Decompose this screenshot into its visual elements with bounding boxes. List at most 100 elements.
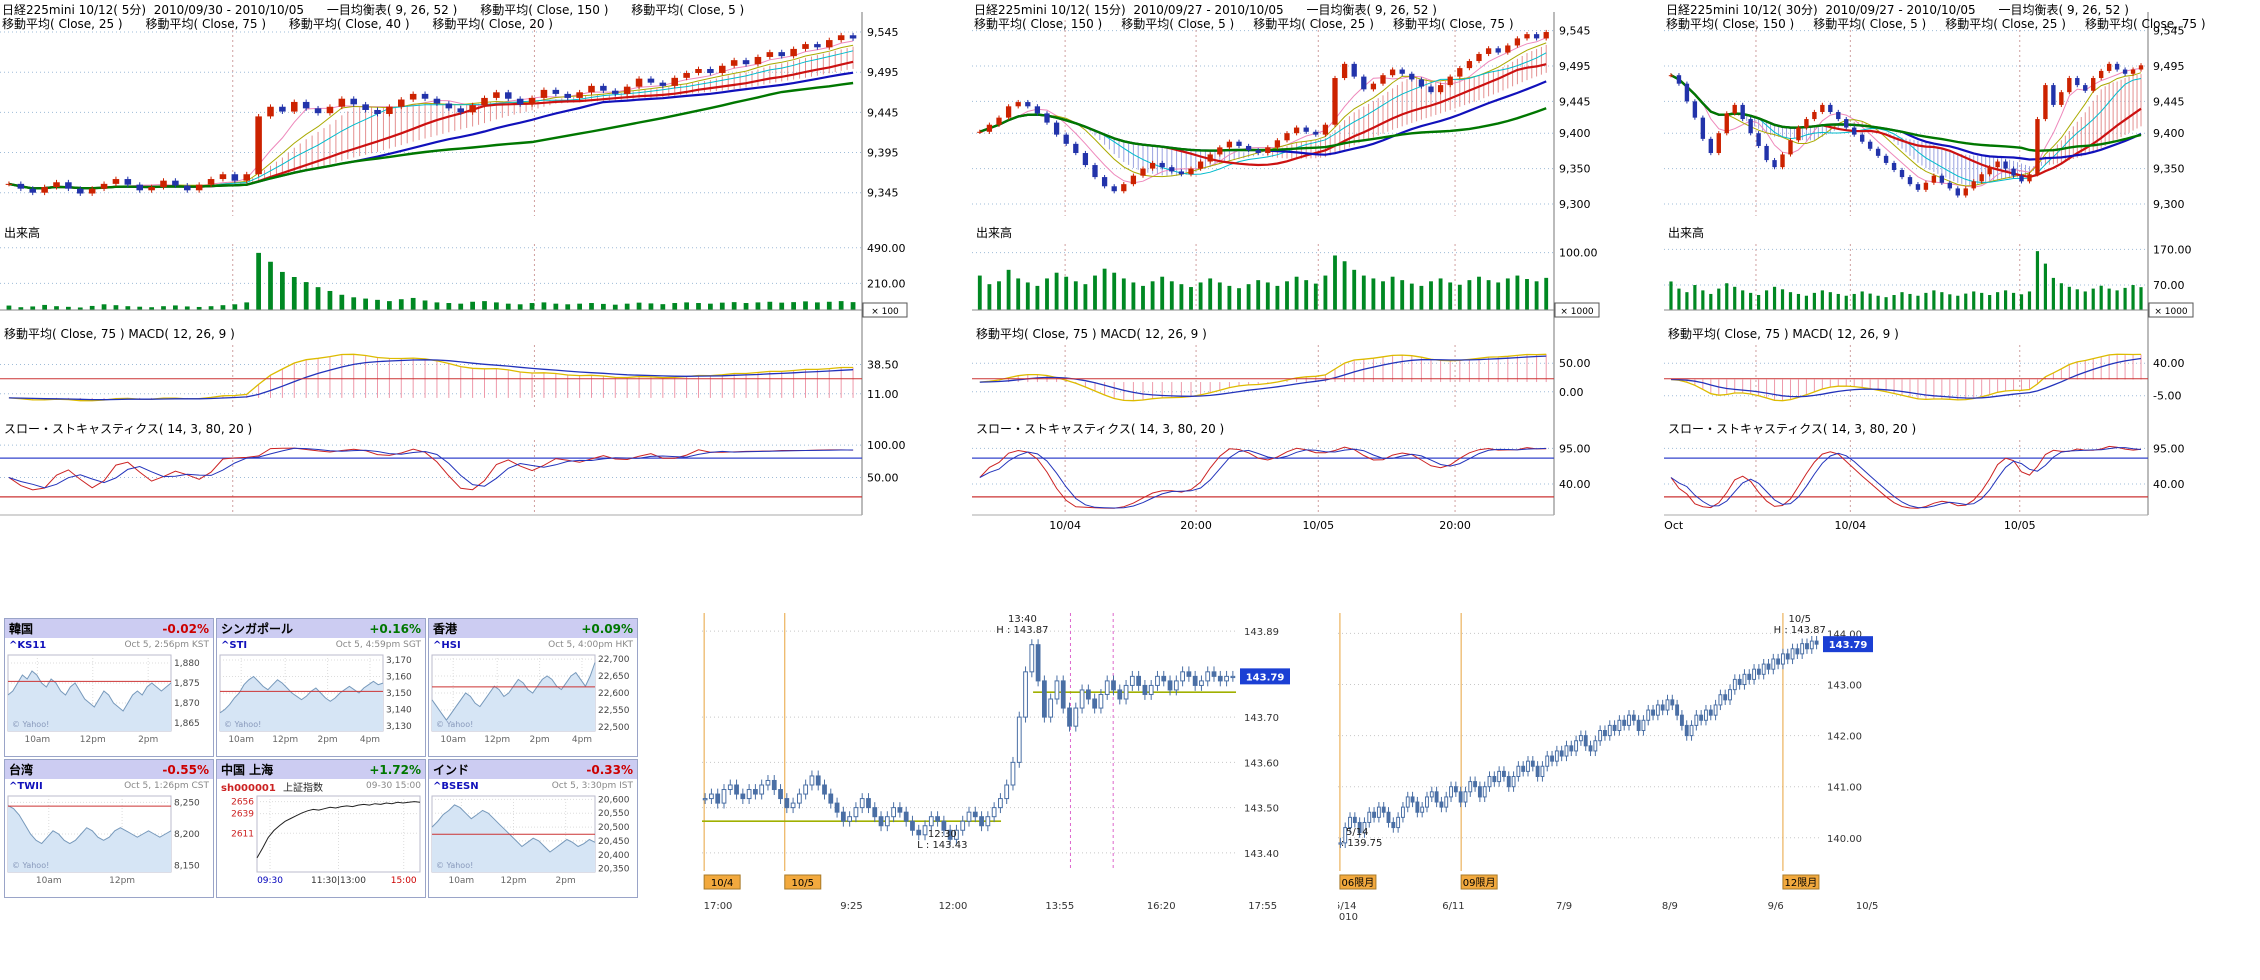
svg-text:143.00: 143.00 (1827, 681, 1862, 692)
market-ticker[interactable]: ^STI (221, 639, 248, 651)
svg-text:20,550: 20,550 (598, 809, 630, 819)
svg-text:H : 143.87: H : 143.87 (996, 625, 1048, 636)
market-cell-shanghai[interactable]: 中国 上海 +1.72% sh000001 上証指数 09-30 15:00 2… (216, 759, 426, 898)
svg-text:9:25: 9:25 (840, 901, 862, 912)
svg-text:20,350: 20,350 (598, 865, 630, 875)
market-change-pct: +0.09% (581, 621, 633, 636)
market-ticker[interactable]: ^TWII (9, 780, 43, 792)
market-ticker[interactable]: ^HSI (433, 639, 461, 651)
svg-text:8,200: 8,200 (174, 830, 200, 840)
svg-text:17:55: 17:55 (1248, 901, 1277, 912)
market-header: 中国 上海 +1.72% (217, 760, 425, 779)
market-header: 韓国 -0.02% (5, 619, 213, 638)
market-cell-hongkong[interactable]: 香港 +0.09% ^HSI Oct 5, 4:00pm HKT 22,700 2… (428, 618, 638, 757)
svg-text:スロー・ストキャスティクス( 14, 3, 80, 20 ): スロー・ストキャスティクス( 14, 3, 80, 20 ) (1668, 422, 1916, 436)
market-ticker[interactable]: ^BSESN (433, 780, 479, 792)
market-name: シンガポール (221, 622, 294, 636)
svg-text:1,875: 1,875 (174, 679, 200, 689)
svg-text:9,395: 9,395 (867, 147, 899, 160)
market-cell-korea[interactable]: 韓国 -0.02% ^KS11 Oct 5, 2:56pm KST 1,880 1… (4, 618, 214, 757)
svg-text:8/9: 8/9 (1662, 901, 1678, 912)
svg-text:16:20: 16:20 (1147, 901, 1176, 912)
svg-text:20,450: 20,450 (598, 837, 630, 847)
svg-text:12限月: 12限月 (1785, 877, 1818, 889)
svg-text:143.70: 143.70 (1244, 713, 1279, 724)
svg-text:9,400: 9,400 (2153, 127, 2185, 140)
svg-text:10am: 10am (440, 735, 466, 745)
svg-text:170.00: 170.00 (2153, 243, 2192, 256)
svg-text:9,350: 9,350 (2153, 163, 2185, 176)
svg-text:10/05: 10/05 (2004, 519, 2036, 532)
svg-text:9,445: 9,445 (1559, 95, 1591, 108)
svg-text:12:00: 12:00 (939, 901, 968, 912)
svg-text:143.40: 143.40 (1244, 849, 1279, 860)
svg-text:11.00: 11.00 (867, 388, 899, 401)
svg-text:10am: 10am (448, 876, 474, 886)
svg-text:95.00: 95.00 (1559, 442, 1591, 455)
nikkei-5min-panel: 日経225mini 10/12( 5分) 2010/09/30 - 2010/1… (0, 0, 908, 535)
svg-text:× 1000: × 1000 (2154, 307, 2188, 317)
svg-text:10/05: 10/05 (1302, 519, 1334, 532)
market-mini-chart-taiwan: 8,250 8,200 8,150 10am 12pm © Yahoo! (5, 793, 213, 896)
svg-text:40.00: 40.00 (2153, 478, 2185, 491)
svg-text:10am: 10am (36, 876, 62, 886)
svg-text:38.50: 38.50 (867, 359, 899, 372)
market-ticker[interactable]: ^KS11 (9, 639, 47, 651)
svg-text:5/14: 5/14 (1338, 901, 1356, 912)
svg-text:スロー・ストキャスティクス( 14, 3, 80, 20 ): スロー・ストキャスティクス( 14, 3, 80, 20 ) (4, 422, 252, 436)
market-change-pct: +1.72% (369, 762, 421, 777)
market-header: 香港 +0.09% (429, 619, 637, 638)
nikkei-30min-panel: 日経225mini 10/12( 30分) 2010/09/27 - 2010/… (1664, 0, 2206, 535)
market-name: 香港 (433, 622, 458, 636)
svg-text:3,170: 3,170 (386, 656, 412, 666)
svg-text:40.00: 40.00 (1559, 478, 1591, 491)
market-header: インド -0.33% (429, 760, 637, 779)
svg-text:10/04: 10/04 (1049, 519, 1081, 532)
svg-text:© Yahoo!: © Yahoo! (12, 861, 49, 870)
world-markets-grid: 韓国 -0.02% ^KS11 Oct 5, 2:56pm KST 1,880 1… (4, 618, 642, 898)
svg-text:22,550: 22,550 (598, 706, 630, 716)
market-timestamp: Oct 5, 2:56pm KST (124, 640, 209, 650)
svg-text:© Yahoo!: © Yahoo! (436, 720, 473, 729)
svg-text:100.00: 100.00 (867, 439, 906, 452)
svg-text:2656: 2656 (231, 798, 254, 808)
svg-text:9,445: 9,445 (2153, 95, 2185, 108)
fx-daily-chart: 144.00 143.00 142.00 141.00 140.00 10/5 H : 14… (1338, 607, 1889, 922)
market-name: インド (433, 763, 470, 777)
svg-text:© Yahoo!: © Yahoo! (224, 720, 261, 729)
market-cell-singapore[interactable]: シンガポール +0.16% ^STI Oct 5, 4:59pm SGT 3,1… (216, 618, 426, 757)
market-timestamp: Oct 5, 4:00pm HKT (548, 640, 633, 650)
market-ticker[interactable]: sh000001 (221, 782, 276, 794)
svg-text:9,545: 9,545 (1559, 25, 1591, 38)
svg-text:9,495: 9,495 (2153, 60, 2185, 73)
svg-text:06限月: 06限月 (1342, 877, 1375, 889)
market-mini-chart-hongkong: 22,700 22,650 22,600 22,550 22,500 10am 12pm 2p… (429, 652, 637, 755)
svg-text:9/6: 9/6 (1768, 901, 1784, 912)
svg-text:3,150: 3,150 (386, 689, 412, 699)
market-index-name: 上証指数 (283, 782, 324, 794)
svg-text:3,130: 3,130 (386, 722, 412, 732)
svg-text:144.00: 144.00 (1827, 629, 1862, 640)
svg-text:9,545: 9,545 (867, 26, 899, 39)
svg-text:× 1000: × 1000 (1560, 307, 1594, 317)
svg-text:12pm: 12pm (272, 735, 298, 745)
svg-text:移動平均( Close, 75 ) MACD( 12,: 移動平均( Close, 75 ) MACD( 12, 26, 9 ) (1668, 327, 1899, 341)
svg-text:100.00: 100.00 (1559, 247, 1598, 260)
svg-text:2pm: 2pm (138, 735, 158, 745)
svg-text:1,880: 1,880 (174, 659, 200, 669)
svg-text:12pm: 12pm (80, 735, 106, 745)
market-name: 台湾 (9, 763, 34, 777)
svg-text:1,865: 1,865 (174, 719, 200, 729)
svg-text:10/04: 10/04 (1834, 519, 1866, 532)
market-cell-india[interactable]: インド -0.33% ^BSESN Oct 5, 3:30pm IST 20,6… (428, 759, 638, 898)
nikkei-30min-chart: 9,545 9,495 9,445 9,400 9,350 9,300 出来高 170.00 7… (1664, 0, 2194, 535)
svg-text:6/11: 6/11 (1442, 901, 1464, 912)
svg-text:8,250: 8,250 (174, 798, 200, 808)
market-cell-taiwan[interactable]: 台湾 -0.55% ^TWII Oct 5, 1:26pm CST 8,250 8… (4, 759, 214, 898)
svg-text:0.00: 0.00 (1559, 386, 1584, 399)
market-mini-chart-shanghai: 2656 2639 2611 09:30 11:30|13:00 15:00 (217, 793, 425, 896)
svg-text:Oct: Oct (1664, 519, 1684, 532)
svg-text:22,650: 22,650 (598, 672, 630, 682)
fx-intraday-chart: 143.89 143.70 143.60 143.50 143.40 13:40 H : 1… (702, 607, 1306, 922)
svg-text:17:00: 17:00 (704, 901, 733, 912)
